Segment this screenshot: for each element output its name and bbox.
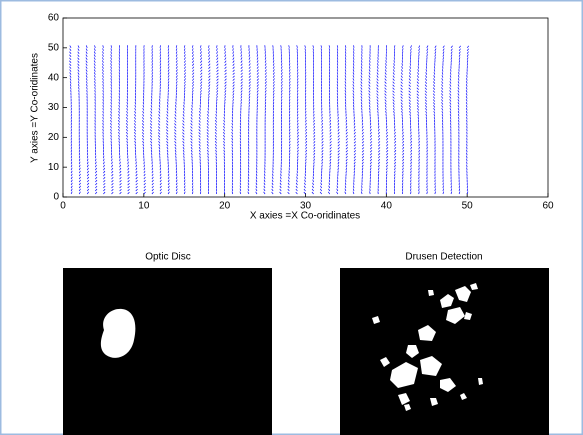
- arrow: [103, 138, 104, 141]
- arrow: [467, 135, 468, 138]
- image-title: Drusen Detection: [405, 252, 482, 263]
- arrow: [192, 177, 193, 180]
- image-title: Optic Disc: [145, 252, 191, 263]
- x-tick-label: 50: [462, 201, 474, 212]
- arrow: [337, 99, 338, 102]
- x-tick-label: 10: [138, 201, 150, 212]
- y-tick-label: 0: [53, 192, 59, 203]
- arrow: [111, 90, 112, 93]
- optic-disc-image: [63, 268, 272, 435]
- y-tick-label: 50: [48, 42, 60, 53]
- arrow: [435, 57, 436, 60]
- x-tick-label: 30: [300, 201, 312, 212]
- y-tick-label: 10: [48, 162, 60, 173]
- arrow: [337, 54, 338, 57]
- x-axis-label: X axies =X Co-oridinates: [250, 211, 360, 222]
- arrow: [337, 60, 338, 63]
- arrow: [281, 129, 282, 132]
- arrow: [306, 111, 307, 114]
- arrow: [87, 153, 88, 156]
- arrow: [345, 48, 346, 51]
- arrow: [467, 171, 468, 174]
- arrow: [427, 138, 428, 141]
- x-tick-label: 0: [60, 201, 66, 212]
- arrow: [297, 96, 298, 99]
- arrow: [184, 93, 185, 96]
- y-tick-label: 30: [48, 102, 60, 113]
- arrow: [345, 51, 346, 54]
- x-tick-label: 20: [219, 201, 231, 212]
- x-tick-label: 40: [381, 201, 393, 212]
- y-axis-label: Y axies =Y Co-oridinates: [30, 53, 41, 163]
- x-tick-label: 60: [542, 201, 554, 212]
- arrow: [103, 102, 104, 105]
- drusen-image: [340, 268, 549, 435]
- y-tick-label: 20: [48, 132, 60, 143]
- figure: X axies =X Co-oridinates Y axies =Y Co-o…: [0, 0, 583, 435]
- y-tick-label: 60: [48, 13, 60, 24]
- y-tick-label: 40: [48, 72, 60, 83]
